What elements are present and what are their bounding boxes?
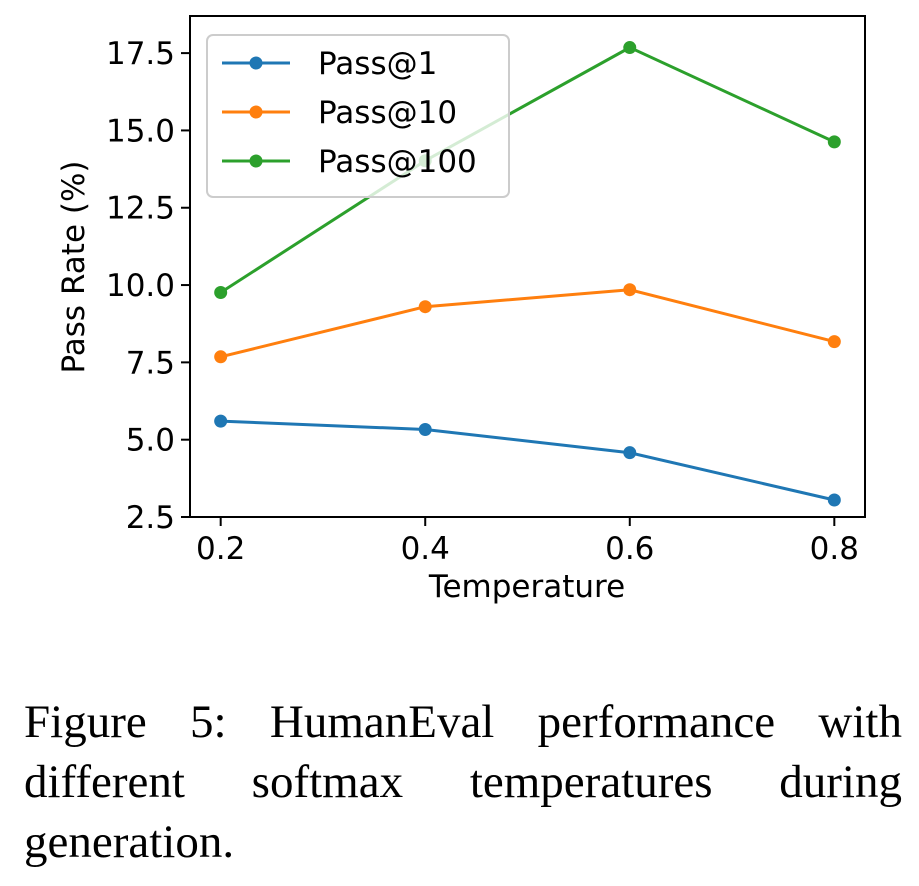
series-line-pass-1	[220, 419, 835, 502]
data-point-pass-10	[623, 283, 637, 297]
y-tick-label: 17.5	[106, 36, 175, 72]
y-tick-label: 7.5	[126, 345, 175, 381]
data-point-pass-1	[214, 414, 228, 428]
y-axis-label: Pass Rate (%)	[56, 160, 92, 373]
data-point-pass-10	[214, 350, 228, 364]
data-point-pass-10	[827, 335, 841, 349]
x-axis-ticks: 0.2 0.4 0.6 0.8	[196, 517, 859, 567]
legend-box	[206, 34, 510, 198]
data-point-pass-1	[623, 446, 637, 460]
legend-swatch-marker	[249, 154, 263, 168]
y-tick-label: 10.0	[106, 268, 175, 304]
legend-item-pass-1: Pass@1	[222, 46, 437, 82]
legend-label: Pass@10	[318, 95, 457, 131]
series-pass-10	[214, 283, 841, 364]
legend-item-pass-100: Pass@100	[222, 144, 477, 180]
y-tick-label: 5.0	[126, 423, 175, 459]
data-point-pass-100	[827, 135, 841, 149]
series-pass-1	[214, 414, 841, 507]
data-point-pass-1	[827, 493, 841, 507]
legend-label: Pass@1	[318, 46, 437, 82]
x-tick-label: 0.6	[605, 531, 654, 567]
legend-item-pass-10: Pass@10	[222, 95, 457, 131]
figure-caption: Figure 5: HumanEval performance with dif…	[24, 696, 902, 868]
x-tick-label: 0.8	[810, 531, 859, 567]
legend: Pass@1 Pass@10 Pass@100	[206, 34, 510, 198]
plot-frame	[189, 15, 866, 518]
data-point-pass-100	[623, 41, 637, 55]
y-axis-ticks: 2.5 5.0 7.5 10.0 12.5 15.0 17.5	[106, 36, 190, 536]
data-point-pass-100	[214, 285, 228, 299]
data-point-pass-1	[418, 422, 432, 436]
line-chart: 2.5 5.0 7.5 10.0 12.5 15.0 17.5 0.2 0.4 0.6 0.8 T…	[56, 15, 866, 605]
series-line-pass-10	[220, 288, 835, 359]
y-tick-label: 12.5	[106, 191, 175, 227]
legend-swatch-marker	[249, 105, 263, 119]
y-tick-label: 2.5	[126, 500, 175, 536]
series-layer	[214, 41, 841, 507]
y-tick-label: 15.0	[106, 113, 175, 149]
legend-swatch-marker	[249, 56, 263, 70]
x-tick-label: 0.4	[401, 531, 450, 567]
data-point-pass-10	[418, 300, 432, 314]
x-tick-label: 0.2	[196, 531, 245, 567]
series-line-pass-100	[219, 46, 835, 294]
legend-label: Pass@100	[318, 144, 477, 180]
x-axis-label: Temperature	[428, 569, 625, 605]
